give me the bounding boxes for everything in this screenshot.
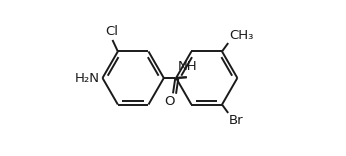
- Text: H₂N: H₂N: [75, 71, 100, 85]
- Text: Br: Br: [229, 115, 244, 127]
- Text: NH: NH: [178, 60, 197, 73]
- Text: CH₃: CH₃: [229, 29, 253, 41]
- Text: Cl: Cl: [105, 25, 118, 38]
- Text: O: O: [164, 95, 174, 108]
